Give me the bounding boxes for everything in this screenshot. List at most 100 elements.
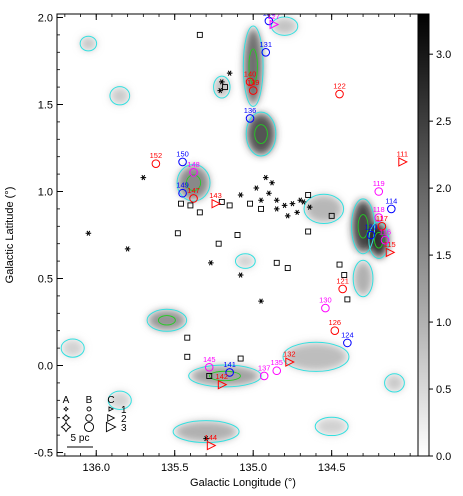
star-marker-5 — [262, 174, 269, 181]
source-label-114: 114 — [385, 196, 397, 205]
emission-clump-5 — [148, 309, 186, 331]
source-label-137: 137 — [258, 363, 271, 372]
scale-bar-label: 5 pc — [71, 433, 90, 444]
star-markers — [85, 70, 313, 442]
contour-low-13 — [109, 86, 131, 106]
source-marker-117 — [377, 221, 387, 231]
source-label-126: 126 — [329, 318, 342, 327]
source-marker-127 — [269, 19, 280, 30]
star-marker-16 — [237, 192, 244, 198]
star-marker-23 — [258, 298, 264, 304]
source-label-130: 130 — [319, 296, 332, 305]
source-marker-132 — [285, 357, 295, 367]
y-tick-label-3: 1.0 — [38, 186, 53, 198]
y-tick-label-1: 0.0 — [38, 361, 53, 373]
source-marker-141 — [225, 368, 234, 377]
source-label-143: 143 — [209, 191, 222, 200]
emission-clump-16 — [108, 391, 131, 410]
square-marker-22 — [196, 209, 203, 216]
star-marker-7 — [266, 190, 272, 196]
key-size-3: 3 — [121, 423, 127, 434]
contour-low-6 — [188, 364, 262, 388]
source-marker-111 — [398, 157, 408, 167]
key-triangle-1 — [108, 406, 115, 412]
star-marker-18 — [124, 246, 131, 252]
contour-low-15 — [60, 338, 85, 358]
source-marker-137 — [259, 371, 269, 381]
contour-high-4 — [374, 231, 384, 249]
star-marker-15 — [258, 197, 264, 203]
emission-clump-17 — [385, 374, 404, 392]
square-marker-8 — [174, 230, 181, 237]
plot-area: 1291271311221401391361521501481491471431… — [60, 12, 408, 451]
source-label-136: 136 — [244, 106, 257, 115]
x-axis-title: Galactic Longitude (°) — [190, 477, 296, 489]
square-marker-19 — [237, 355, 244, 362]
source-marker-143 — [211, 198, 222, 209]
square-marker-1 — [221, 84, 228, 91]
colorbar-tick-label-1: 0.5 — [436, 384, 451, 396]
contour-low-3 — [351, 198, 376, 255]
source-marker-152 — [151, 159, 161, 168]
source-label-149: 149 — [176, 181, 189, 190]
key-circle-2 — [85, 414, 93, 422]
contour-low-12 — [79, 35, 98, 52]
source-label-141: 141 — [223, 360, 236, 369]
star-marker-2 — [217, 87, 224, 94]
source-marker-135 — [272, 366, 282, 376]
y-tick-label-2: 0.5 — [38, 274, 53, 286]
source-label-127: 127 — [267, 12, 280, 21]
emission-clump-13 — [110, 87, 130, 105]
square-marker-11 — [273, 259, 280, 266]
star-marker-4 — [253, 185, 260, 191]
square-marker-13 — [336, 261, 343, 268]
source-marker-114 — [387, 204, 396, 214]
source-label-140: 140 — [244, 69, 257, 78]
source-label-147: 147 — [187, 186, 200, 195]
star-marker-8 — [273, 197, 280, 203]
emission-clump-8 — [284, 342, 348, 371]
x-tick-label-1: 135.5 — [161, 462, 189, 474]
source-label-124: 124 — [341, 330, 354, 339]
square-marker-3 — [226, 202, 233, 209]
square-marker-6 — [305, 228, 312, 235]
key-circle-3 — [83, 421, 95, 433]
contour-low-16 — [107, 390, 132, 410]
source-markers: 1291271311221401391361521501481491471431… — [150, 12, 408, 451]
source-label-145: 145 — [203, 355, 216, 364]
square-marker-15 — [344, 296, 351, 303]
source-marker-130 — [321, 303, 330, 313]
key-column-C: C — [107, 395, 114, 406]
contour-low-5 — [146, 308, 188, 332]
colorbar-tick-label-2: 1.0 — [436, 317, 451, 329]
key-column-A: A — [63, 395, 70, 406]
source-marker-148 — [189, 168, 198, 177]
square-marker-0 — [196, 31, 203, 38]
source-marker-139 — [248, 86, 258, 95]
square-marker-7 — [187, 202, 194, 209]
contour-high-1 — [254, 124, 268, 144]
emission-clump-1 — [246, 113, 276, 155]
star-marker-6 — [269, 180, 275, 186]
source-label-120: 120 — [365, 223, 378, 232]
source-marker-144 — [206, 440, 217, 451]
square-marker-23 — [305, 192, 312, 198]
x-axis-ticks: 136.0 135.5 135.0 134.5 — [64, 14, 411, 474]
square-marker-14 — [341, 272, 348, 278]
contour-high-6 — [208, 370, 241, 382]
emission-clump-19 — [235, 254, 255, 269]
x-tick-label-2: 135.0 — [239, 462, 267, 474]
key-diamond-3 — [60, 421, 72, 433]
contour-high-5 — [157, 315, 176, 326]
square-markers — [174, 31, 351, 379]
x-tick-label-0: 136.0 — [82, 462, 110, 474]
source-label-148: 148 — [187, 160, 200, 169]
square-marker-20 — [328, 212, 335, 219]
contour-low-19 — [234, 253, 256, 269]
y-tick-label-5: 2.0 — [38, 12, 53, 24]
star-marker-21 — [306, 204, 313, 210]
contour-low-1 — [245, 111, 277, 157]
source-marker-119 — [374, 187, 384, 196]
source-marker-120 — [366, 230, 376, 240]
